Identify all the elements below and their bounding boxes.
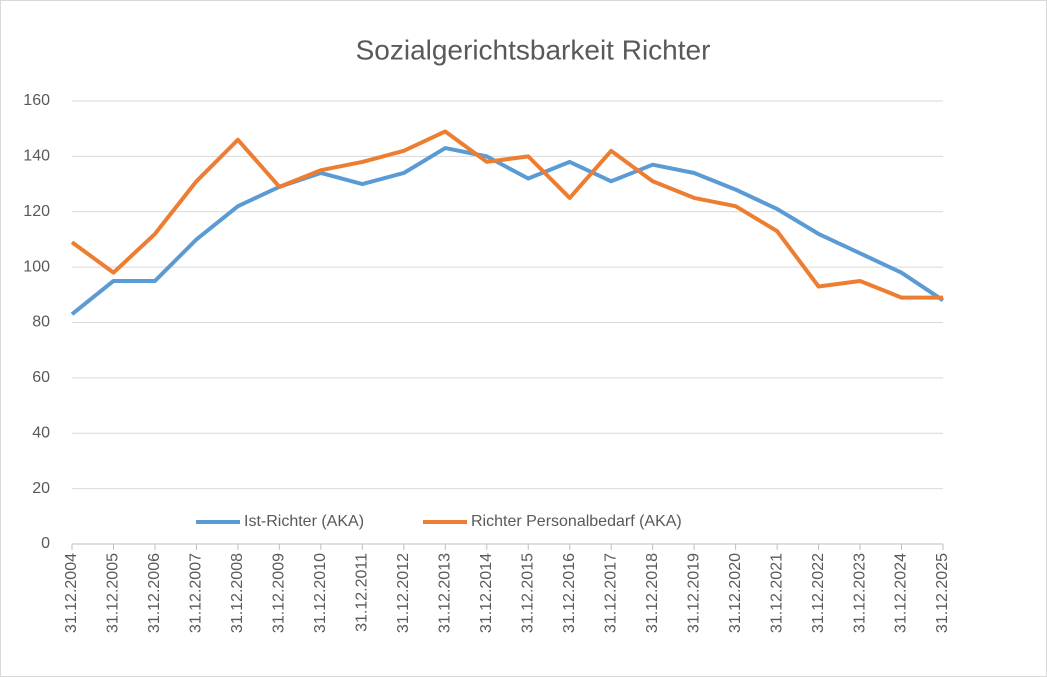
y-tick-label: 100: [23, 258, 50, 275]
legend-label: Richter Personalbedarf (AKA): [471, 513, 682, 530]
x-tick-label: 31.12.2022: [810, 553, 827, 633]
y-tick-label: 20: [32, 480, 50, 497]
x-tick-label: 31.12.2023: [851, 553, 868, 633]
x-tick-label: 31.12.2021: [768, 553, 785, 633]
x-tick-label: 31.12.2008: [229, 553, 246, 633]
x-tick-label: 31.12.2005: [105, 553, 122, 633]
x-tick-label: 31.12.2012: [395, 553, 412, 633]
x-tick-label: 31.12.2006: [146, 553, 163, 633]
y-tick-label: 140: [23, 148, 50, 165]
x-tick-label: 31.12.2018: [644, 553, 661, 633]
y-tick-label: 40: [32, 424, 50, 441]
y-tick-label: 60: [32, 369, 50, 386]
x-tick-label: 31.12.2014: [478, 553, 495, 633]
y-tick-label: 0: [41, 535, 50, 552]
x-tick-label: 31.12.2024: [893, 553, 910, 633]
x-tick-label: 31.12.2009: [271, 553, 288, 633]
y-tick-label: 80: [32, 314, 50, 331]
line-series: [70, 146, 945, 316]
x-tick-label: 31.12.2020: [727, 553, 744, 633]
x-tick-label: 31.12.2017: [602, 553, 619, 633]
legend-label: Ist-Richter (AKA): [244, 513, 364, 530]
y-tick-label: 120: [23, 203, 50, 220]
x-tick-label: 31.12.2013: [437, 553, 454, 633]
y-tick-label: 160: [23, 92, 50, 109]
x-tick-label: 31.12.2011: [354, 553, 371, 632]
x-tick-label: 31.12.2016: [561, 553, 578, 633]
x-tick-label: 31.12.2015: [519, 553, 536, 633]
x-tick-label: 31.12.2019: [685, 553, 702, 633]
x-tick-label: 31.12.2007: [188, 553, 205, 633]
line-series: [70, 129, 943, 300]
x-tick-label: 31.12.2004: [63, 553, 80, 633]
chart-title: Sozialgerichtsbarkeit Richter: [356, 34, 711, 65]
x-tick-label: 31.12.2025: [934, 553, 951, 633]
x-tick-label: 31.12.2010: [312, 553, 329, 633]
